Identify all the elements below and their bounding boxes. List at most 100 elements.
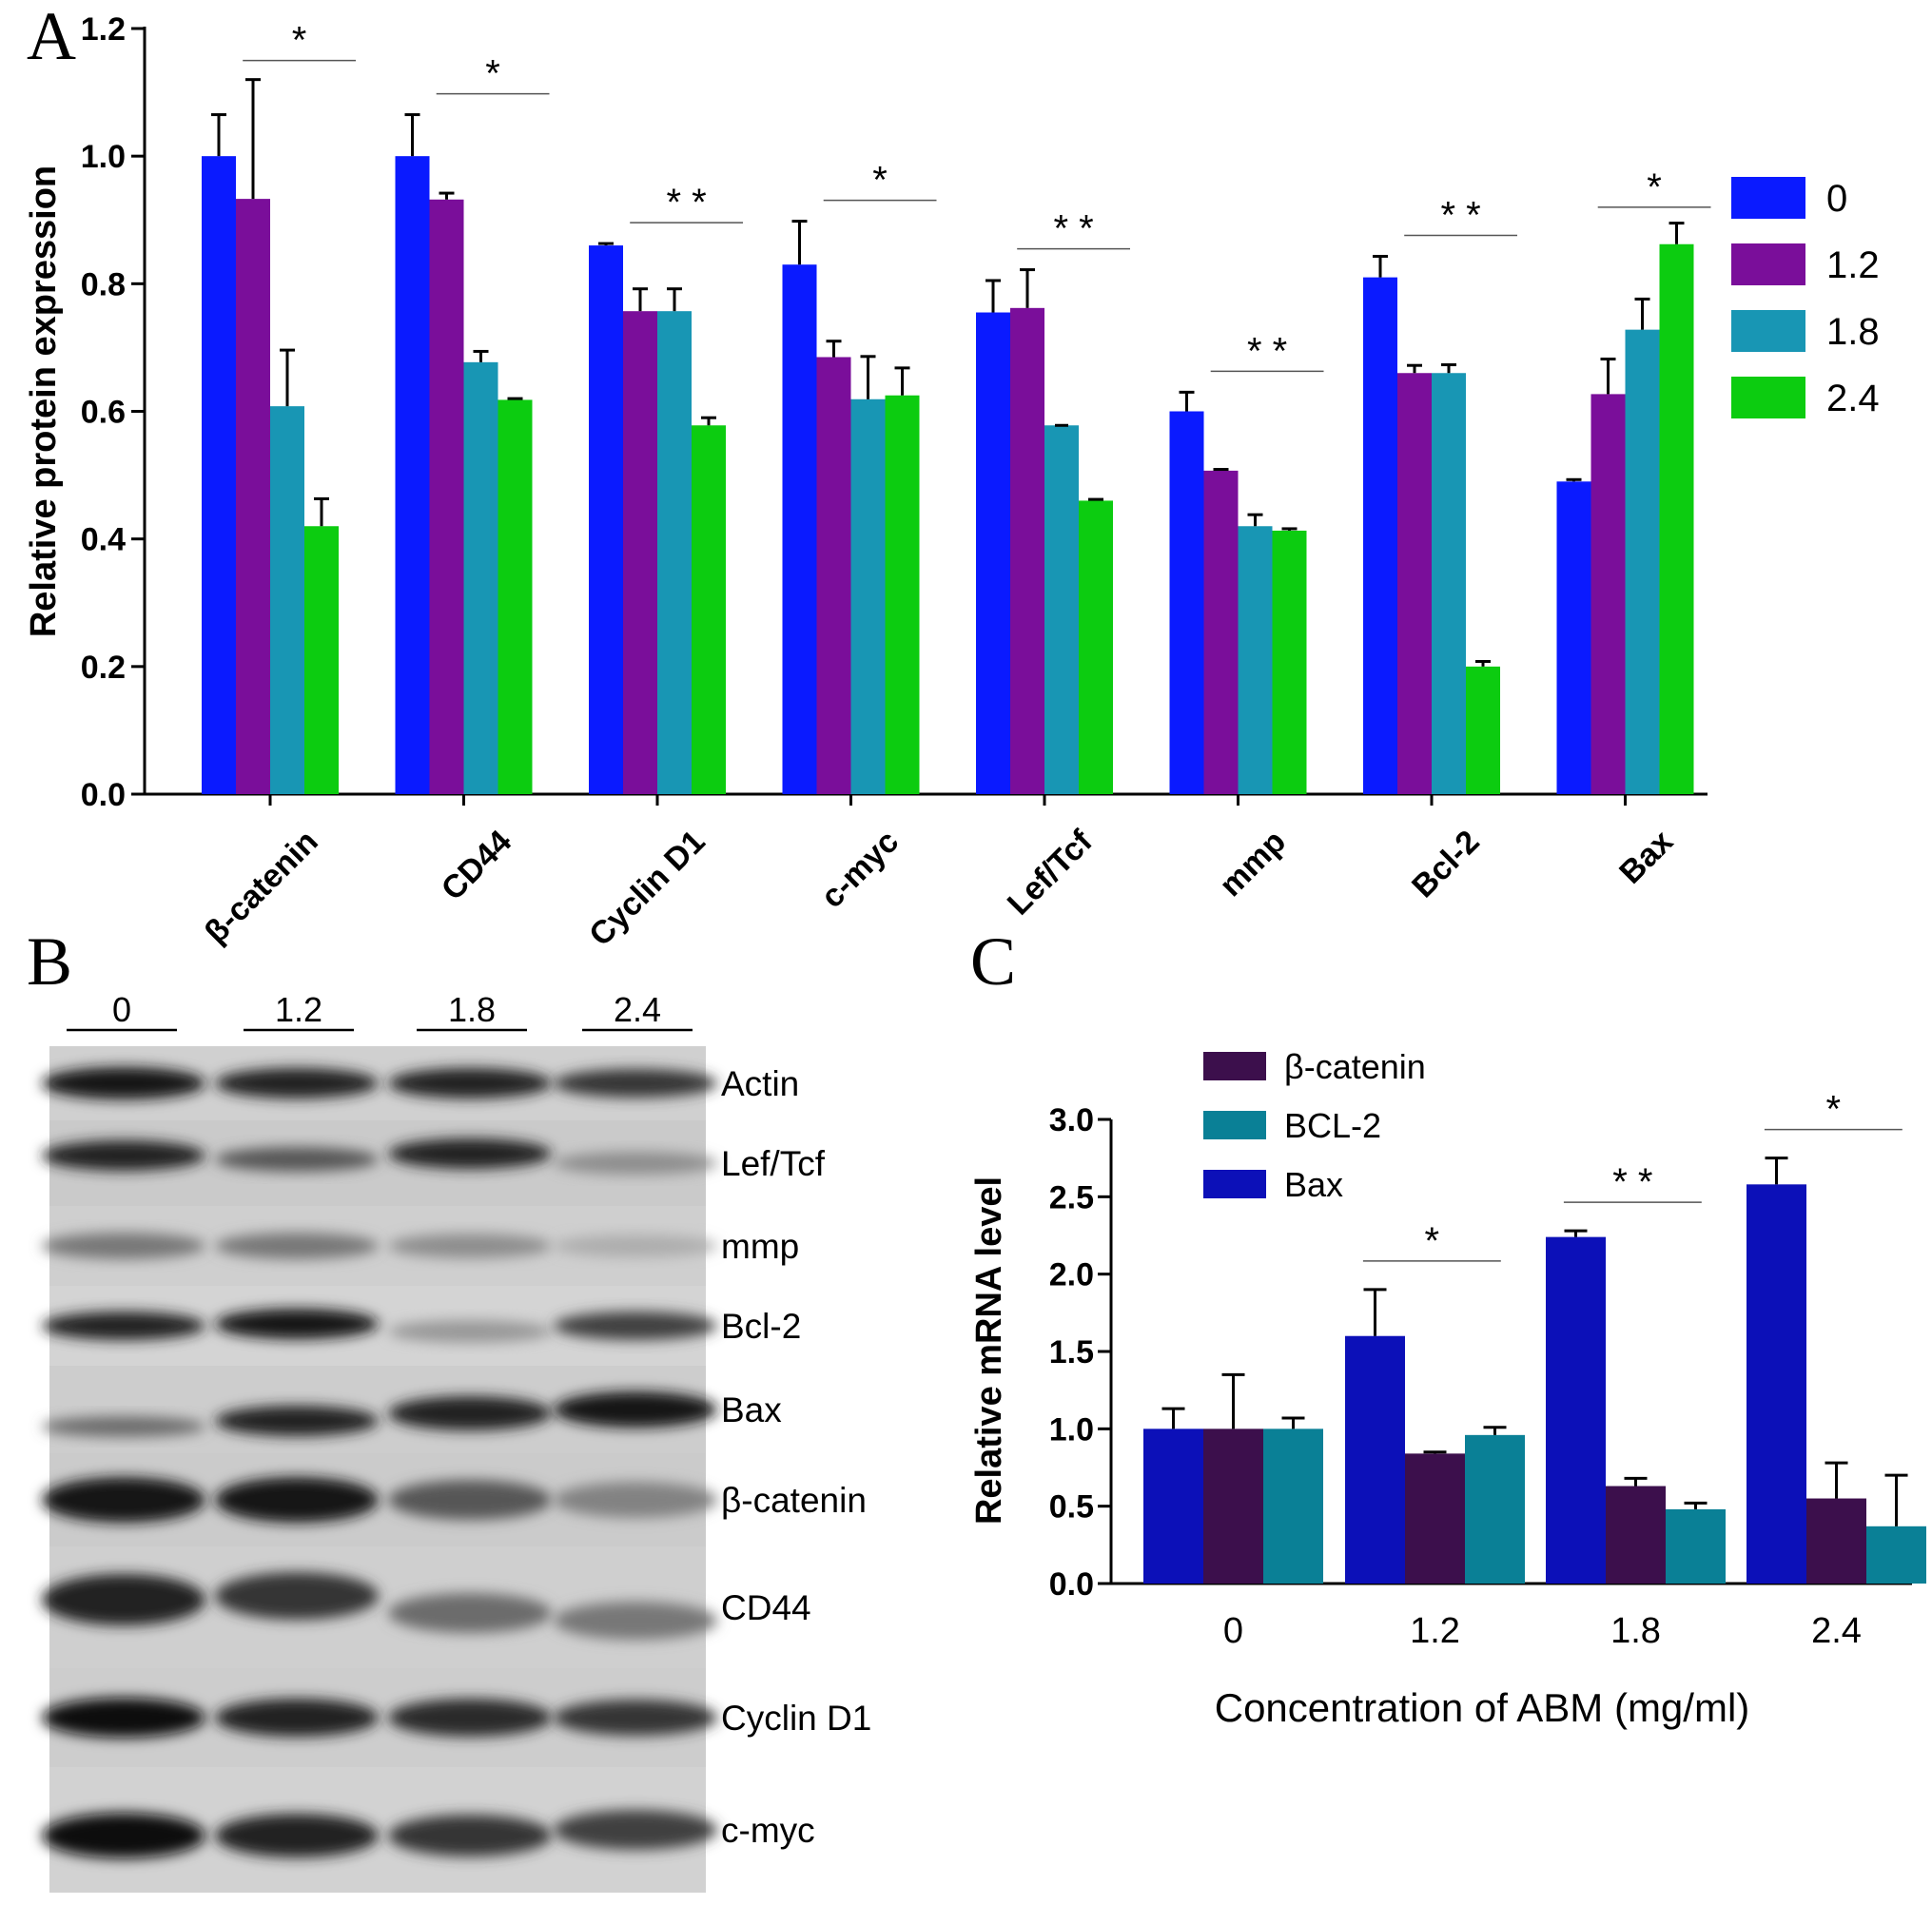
significance-star: * * (1247, 330, 1287, 372)
protein-labels: Actin Lef/Tcf mmp Bcl-2 Bax β-catenin CD44 Cycl… (721, 1064, 871, 1850)
x-tick-label: Bcl-2 (1405, 824, 1487, 905)
panel-label-c: C (970, 923, 1016, 1000)
bar (1263, 1429, 1323, 1584)
y-tick-label: 0.8 (81, 266, 126, 302)
blot-band (554, 1069, 717, 1098)
legend: β-catenin BCL-2 Bax (1203, 1047, 1426, 1204)
bar-series (1143, 1157, 1926, 1584)
bar (1866, 1526, 1926, 1584)
protein-label: Bcl-2 (721, 1307, 801, 1346)
legend-swatch (1203, 1111, 1266, 1139)
lane-label: 1.8 (448, 990, 496, 1029)
significance-markers: * * * * (1362, 1089, 1903, 1262)
blot-band (215, 1309, 379, 1339)
blot-band (388, 1480, 552, 1520)
blot-band (215, 1406, 379, 1436)
bar (304, 526, 339, 794)
y-tick-label: 2.5 (1049, 1179, 1094, 1215)
bar (202, 156, 236, 794)
x-tick-label: Lef/Tcf (1001, 823, 1100, 922)
blot-band (388, 1699, 552, 1737)
x-axis: 0 1.2 1.8 2.4 (1223, 1611, 1862, 1651)
y-tick-label: 0.0 (1049, 1566, 1094, 1603)
legend-swatch (1731, 310, 1805, 352)
blot-band (215, 1147, 379, 1172)
blot-strips (42, 1046, 717, 1893)
bar (270, 406, 304, 794)
y-tick-label: 1.0 (81, 139, 126, 175)
blot-band (554, 1312, 717, 1340)
blot-band (388, 1396, 552, 1430)
legend: 0 1.2 1.8 2.4 (1731, 177, 1880, 419)
x-tick-label: c-myc (814, 824, 906, 915)
protein-expression-chart: Relative protein expression 0.0 0.2 0.4 0.6… (24, 11, 1880, 953)
lane-label: 0 (112, 990, 131, 1029)
x-tick-label: β-catenin (198, 824, 325, 951)
significance-star: * * (1440, 194, 1480, 236)
blot-band (388, 1234, 552, 1258)
legend-swatch (1203, 1170, 1266, 1198)
blot-band (42, 1416, 205, 1437)
panel-label-a: A (27, 0, 76, 74)
y-tick-label: 3.0 (1049, 1102, 1094, 1138)
bar (623, 311, 657, 794)
blot-strip-mmp (42, 1206, 717, 1286)
western-blot: 0 1.2 1.8 2.4 Actin Lef/Tcf mmp Bcl-2 Bax β-cate… (42, 990, 871, 1893)
protein-label: β-catenin (721, 1481, 867, 1520)
bar (1143, 1429, 1203, 1584)
blot-band (554, 1152, 717, 1175)
blot-band (554, 1391, 717, 1428)
blot-strip-cyclin-d1 (42, 1668, 717, 1767)
blot-band (388, 1320, 552, 1343)
x-tick-label: 2.4 (1811, 1611, 1862, 1651)
significance-star: * (292, 20, 307, 62)
bar-series (202, 78, 1694, 795)
bar (1203, 470, 1239, 794)
significance-markers: * * * * * * * * * * * * (243, 20, 1711, 372)
bar (976, 312, 1010, 794)
blot-band (42, 1698, 205, 1738)
significance-star: * * (666, 182, 706, 224)
bar (692, 425, 726, 794)
y-tick-label: 0.6 (81, 395, 126, 431)
legend-label: BCL-2 (1284, 1106, 1381, 1145)
bar (1556, 481, 1591, 794)
x-axis-label: Concentration of ABM (mg/ml) (1215, 1685, 1750, 1730)
blot-band (215, 1699, 379, 1737)
blot-band (42, 1067, 205, 1099)
bar (1465, 1434, 1525, 1584)
legend-label: 1.8 (1826, 311, 1880, 353)
blot-band (554, 1700, 717, 1736)
bar (1363, 277, 1397, 794)
blot-band (554, 1602, 717, 1640)
bar (1546, 1236, 1606, 1584)
bar (589, 245, 623, 794)
legend-swatch (1203, 1052, 1266, 1080)
bar (498, 399, 533, 794)
blot-strip-c-myc (42, 1767, 717, 1893)
blot-strip-bax (42, 1366, 717, 1453)
bar (850, 398, 886, 794)
y-axis-label: Relative mRNA level (969, 1176, 1009, 1525)
y-tick-label: 1.0 (1049, 1411, 1094, 1448)
bar (782, 264, 817, 794)
blot-band (42, 1477, 205, 1523)
legend-label: 2.4 (1826, 378, 1880, 419)
bar (1747, 1184, 1806, 1584)
x-tick-label: Cyclin D1 (582, 824, 712, 953)
mrna-level-chart: Relative mRNA level Concentration of ABM… (969, 1047, 1926, 1730)
bar (1169, 411, 1204, 794)
y-tick-label: 1.5 (1049, 1334, 1094, 1370)
blot-band (388, 1593, 552, 1633)
bar (236, 199, 270, 795)
bar (1432, 373, 1466, 794)
bar (1345, 1335, 1405, 1584)
lane-label: 2.4 (614, 990, 661, 1029)
blot-band (388, 1815, 552, 1856)
significance-star: * (1826, 1089, 1842, 1131)
x-tick-label: 0 (1223, 1611, 1243, 1651)
bar (1010, 307, 1044, 794)
bar (463, 361, 498, 794)
blot-strip-actin (42, 1046, 717, 1120)
